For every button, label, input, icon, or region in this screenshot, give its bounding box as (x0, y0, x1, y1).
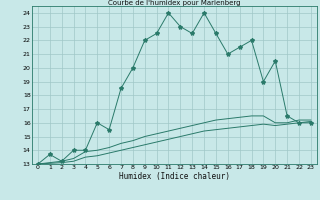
X-axis label: Humidex (Indice chaleur): Humidex (Indice chaleur) (119, 172, 230, 181)
Title: Courbe de l'humidex pour Marienberg: Courbe de l'humidex pour Marienberg (108, 0, 241, 6)
